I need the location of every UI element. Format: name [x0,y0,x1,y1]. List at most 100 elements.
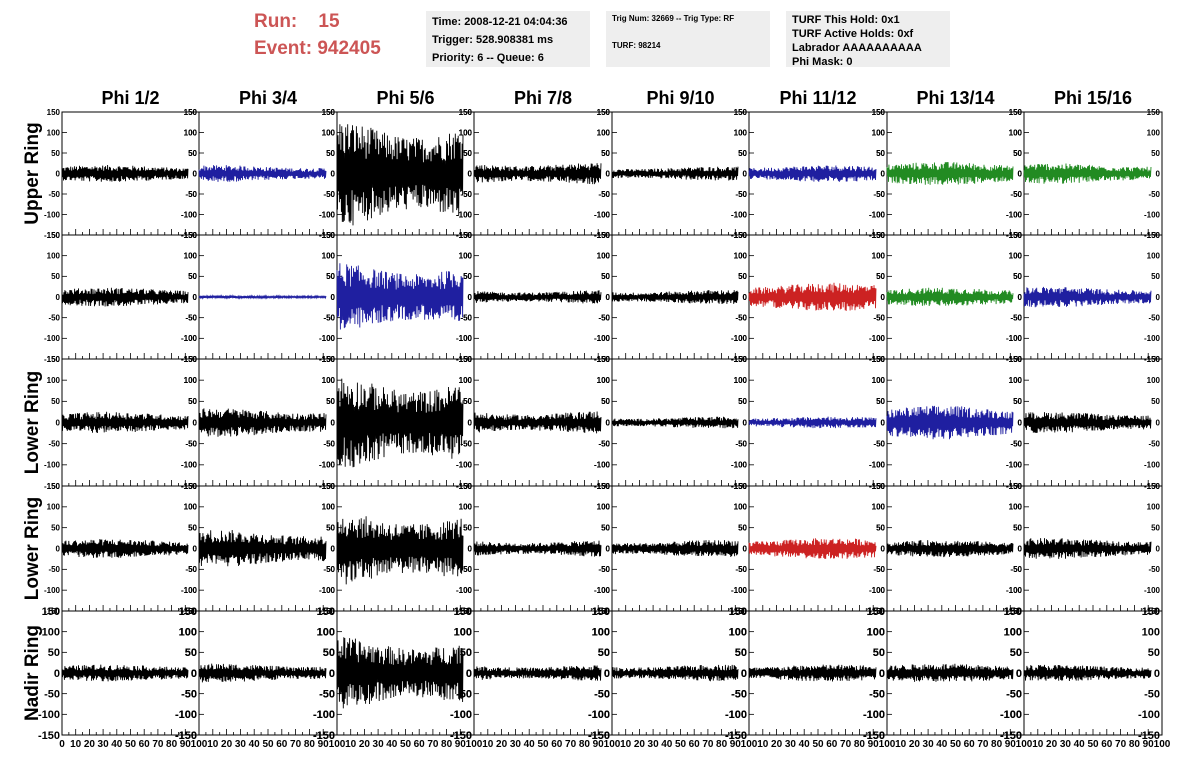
y-tick-label: -100 [731,210,748,219]
y-tick-label: 150 [597,108,611,117]
y-tick-label: -100 [44,334,61,343]
y-tick-label: 150 [47,355,61,364]
y-tick-label: 50 [873,647,885,659]
waveform-trace [473,540,602,557]
turf-active-text: TURF Active Holds: 0xf [792,28,914,40]
y-tick-label: 100 [1147,503,1161,512]
y-tick-label: 0 [743,418,748,427]
y-tick-label: 50 [1013,397,1022,406]
waveform-trace [473,411,602,434]
y-tick-label: -100 [1006,461,1023,470]
x-tick-label: 50 [1087,739,1099,750]
y-tick-label: 150 [734,231,748,240]
x-tick-label: 60 [276,739,288,750]
y-tick-label: -50 [319,689,335,701]
waveform-trace [611,166,739,181]
y-tick-label: -50 [598,565,610,574]
y-tick-label: 100 [184,503,198,512]
y-tick-label: 100 [734,128,748,137]
y-tick-label: 150 [592,606,610,618]
y-tick-label: -100 [319,461,336,470]
y-tick-label: 100 [867,627,885,639]
y-tick-label: 150 [459,355,473,364]
y-tick-label: -50 [735,439,747,448]
y-tick-label: 50 [460,647,472,659]
y-tick-label: -50 [598,565,610,574]
y-tick-label: 50 [51,272,60,281]
y-tick-label: -100 [731,461,748,470]
y-tick-label: 50 [188,149,197,158]
y-tick-label: 0 [1018,418,1023,427]
y-tick-label: 150 [1147,108,1161,117]
y-tick-label: 50 [326,397,335,406]
column-header: Phi 3/4 [239,88,297,108]
y-tick-label: 0 [881,544,886,553]
y-tick-label: 0 [193,418,198,427]
y-tick-label: -50 [1010,190,1022,199]
y-tick-label: 150 [872,355,886,364]
y-tick-label: 100 [184,376,198,385]
y-tick-label: 50 [738,397,747,406]
y-tick-label: -100 [1144,334,1161,343]
y-tick-label: -50 [873,565,885,574]
y-tick-label: -100 [175,709,197,721]
y-tick-label: 150 [1147,482,1161,491]
column-header: Phi 13/14 [916,88,994,108]
column-header: Phi 9/10 [646,88,714,108]
y-tick-label: 100 [322,251,336,260]
y-tick-label: 150 [1147,355,1161,364]
y-tick-label: -100 [1144,586,1161,595]
x-tick-label: 30 [373,739,385,750]
x-tick-label: 10 [482,739,494,750]
x-tick-label: 100 [604,739,621,750]
turf-num-text: TURF: 98214 [612,41,661,50]
y-tick-label: 50 [601,523,610,532]
y-tick-label: 0 [881,293,886,302]
y-tick-label: 50 [463,523,472,532]
y-tick-label: -100 [1006,334,1023,343]
x-tick-label: 40 [936,739,948,750]
time-text: Time: 2008-12-21 04:04:36 [432,16,568,28]
y-tick-label: 100 [1142,627,1160,639]
x-tick-label: 30 [1060,739,1072,750]
y-tick-label: -50 [1010,313,1022,322]
x-tick-label: 20 [634,739,646,750]
y-tick-label: 50 [738,523,747,532]
y-tick-label: -100 [594,586,611,595]
y-tick-label: 0 [54,668,60,680]
x-tick-label: 100 [1154,739,1171,750]
y-tick-label: 0 [1154,668,1160,680]
x-tick-label: 70 [977,739,989,750]
x-tick-label: 70 [840,739,852,750]
y-tick-label: 150 [454,606,472,618]
y-tick-label: 50 [601,272,610,281]
y-tick-label: 50 [601,397,610,406]
y-tick-label: 100 [184,376,198,385]
waveform-trace [473,163,602,185]
y-tick-label: -100 [44,210,61,219]
y-tick-label: 0 [193,293,198,302]
y-tick-label: 0 [1156,544,1161,553]
y-tick-label: 100 [872,128,886,137]
y-tick-label: -50 [460,439,472,448]
y-tick-label: 150 [322,482,336,491]
y-tick-label: 100 [322,503,336,512]
y-tick-label: 50 [463,149,472,158]
y-tick-label: 150 [729,606,747,618]
y-tick-label: 50 [1148,647,1160,659]
y-tick-label: -100 [313,709,335,721]
y-tick-label: 50 [735,647,747,659]
y-tick-label: 0 [881,293,886,302]
labrador-text: Labrador AAAAAAAAAA [792,42,922,54]
y-tick-label: -50 [48,190,60,199]
y-tick-label: 50 [51,149,60,158]
x-tick-label: 50 [812,739,824,750]
y-tick-label: 50 [1013,523,1022,532]
y-tick-label: 150 [872,231,886,240]
y-tick-label: 150 [734,108,748,117]
x-tick-label: 20 [1046,739,1058,750]
y-tick-label: 150 [184,355,198,364]
y-tick-label: 50 [601,149,610,158]
y-tick-label: -100 [731,586,748,595]
y-tick-label: -100 [725,709,747,721]
